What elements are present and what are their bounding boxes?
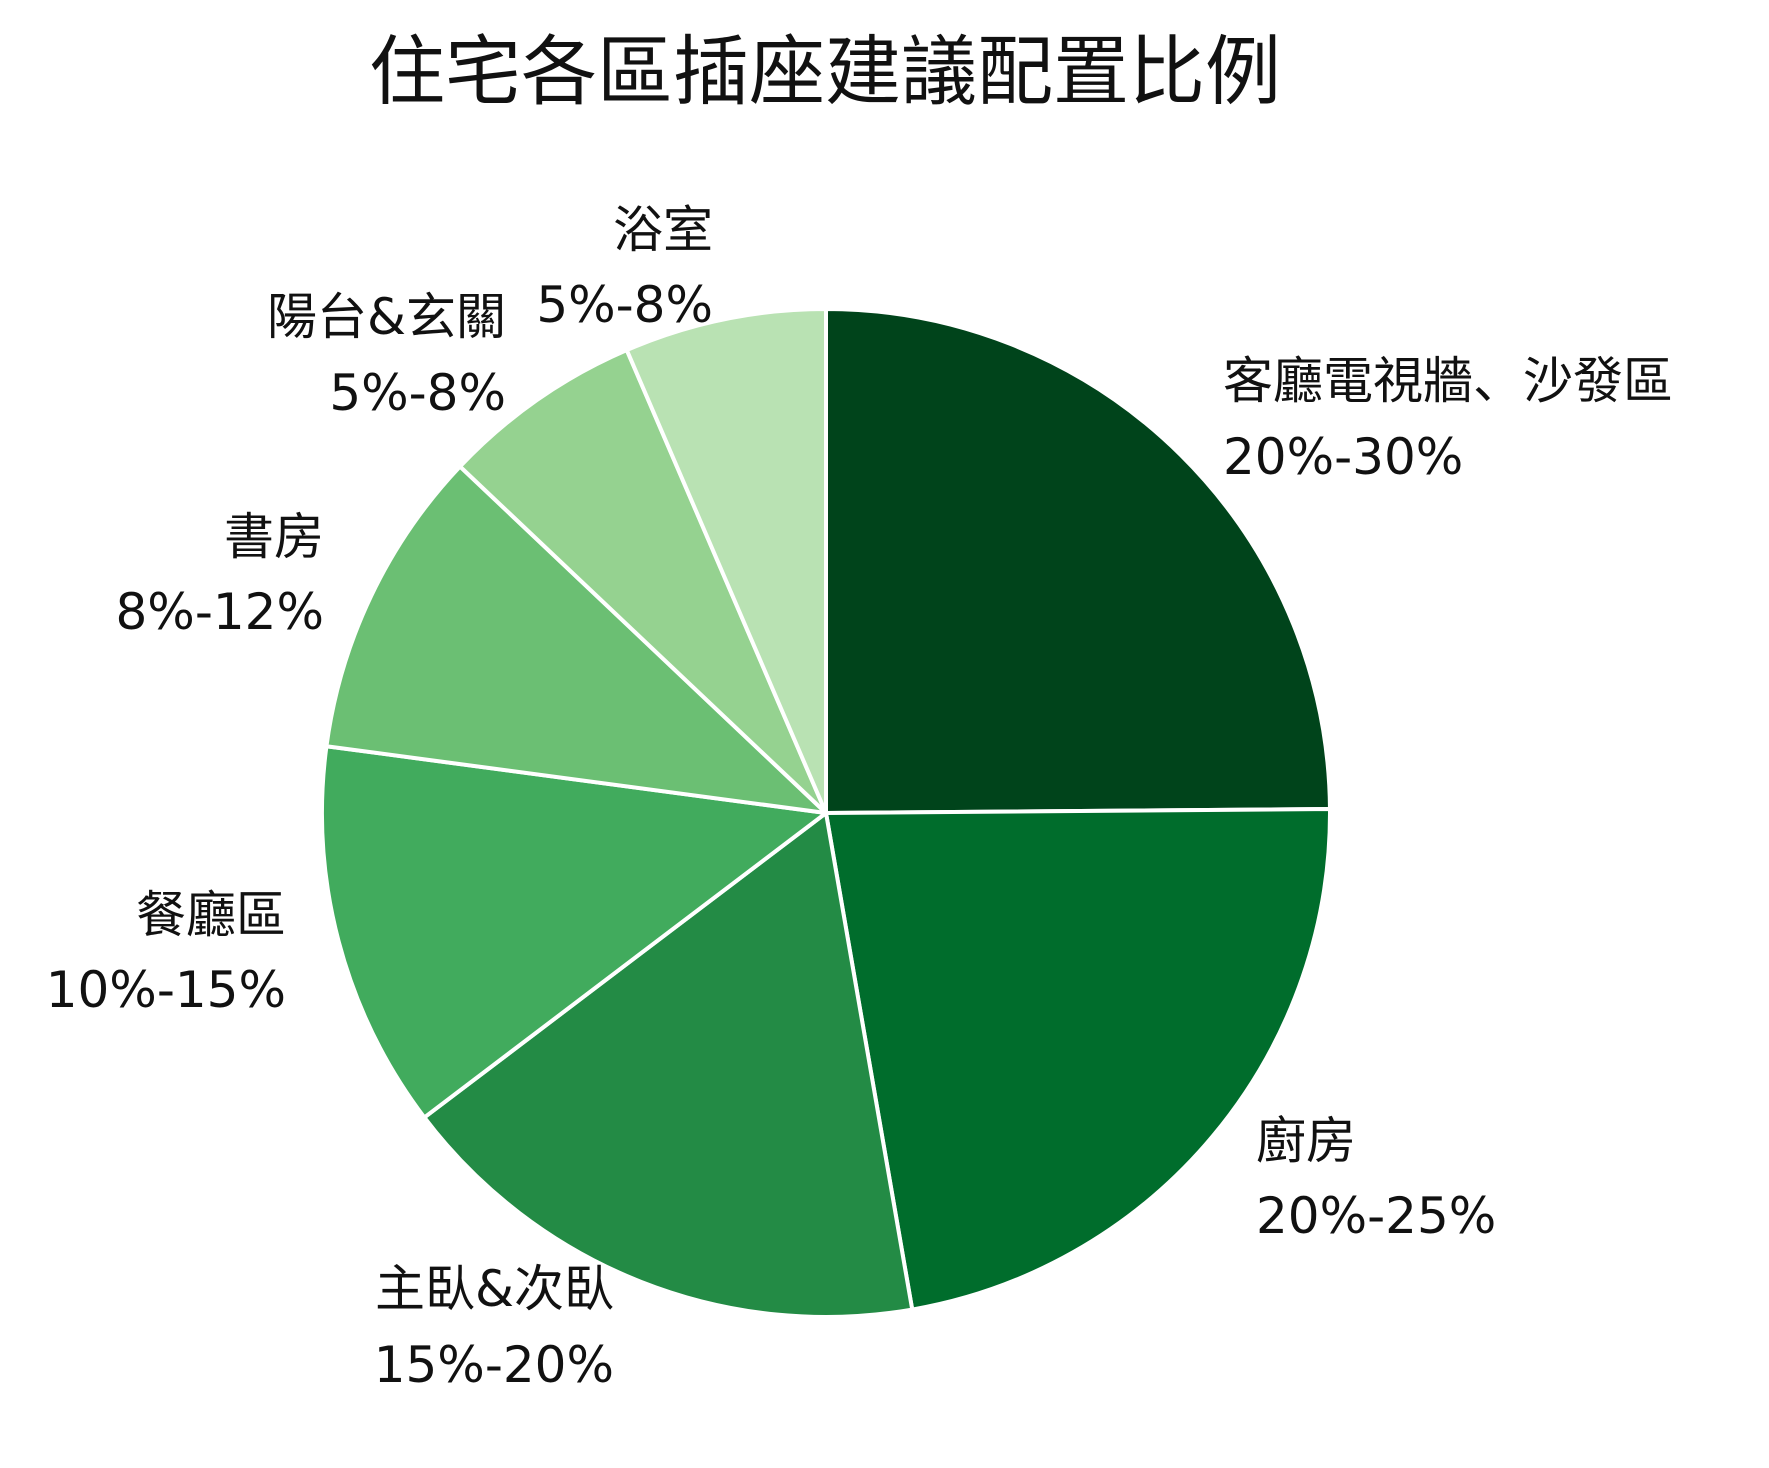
- pie-slice: [458, 348, 828, 815]
- slice-value-label: 10%-15%: [46, 961, 286, 1019]
- slice-label: 書房: [224, 508, 324, 566]
- slice-value-label: 20%-30%: [1223, 428, 1463, 486]
- slice-label: 陽台&玄關: [267, 288, 506, 346]
- pie-slice: [824, 307, 1332, 815]
- slice-label: 廚房: [1256, 1112, 1356, 1170]
- pie-slices: [320, 307, 1332, 1319]
- slice-label: 客廳電視牆、沙發區: [1223, 352, 1673, 410]
- slice-value-label: 20%-25%: [1256, 1187, 1496, 1245]
- pie-slice: [422, 811, 915, 1319]
- slice-label: 主臥&次臥: [375, 1260, 614, 1318]
- pie-slice: [624, 307, 828, 815]
- slice-value-label: 8%-12%: [116, 583, 325, 641]
- pie-labels: 客廳電視牆、沙發區 20%-30% 廚房 20%-25% 主臥&次臥 15%-20% 餐廳區…: [46, 201, 1673, 1394]
- pie-slice: [324, 464, 828, 815]
- chart-title: 住宅各區插座建議配置比例: [369, 27, 1281, 116]
- slice-label: 餐廳區: [136, 886, 286, 944]
- slice-label: 浴室: [613, 201, 713, 259]
- slice-value-label: 5%-8%: [536, 276, 713, 334]
- slice-value-label: 15%-20%: [374, 1336, 614, 1394]
- pie-slice: [320, 744, 828, 1120]
- pie-slice: [824, 807, 1332, 1312]
- slice-value-label: 5%-8%: [329, 364, 506, 422]
